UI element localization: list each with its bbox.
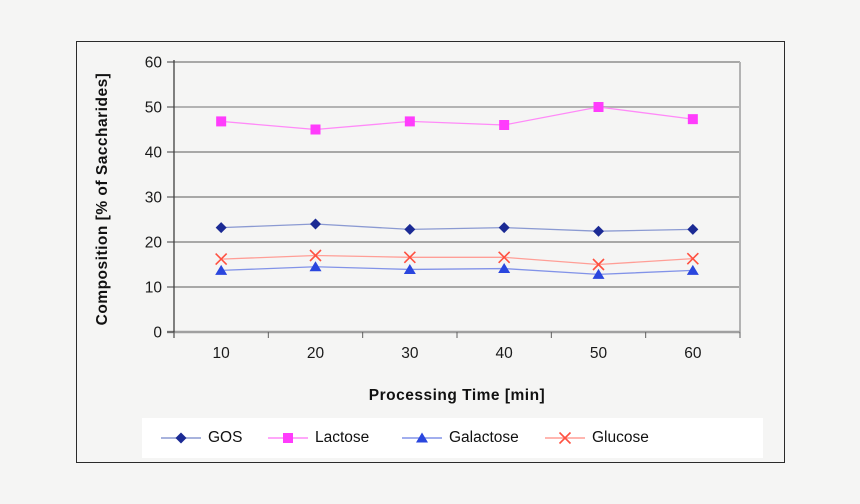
- x-marker: [686, 252, 699, 265]
- x-marker: [403, 251, 416, 264]
- legend-item-gos: GOS: [161, 418, 242, 458]
- square-marker: [216, 116, 227, 127]
- triangle-legend-icon: [402, 432, 442, 443]
- diamond-marker: [175, 432, 187, 444]
- y-tick-label: 20: [145, 235, 163, 252]
- x-marker: [215, 253, 228, 266]
- diamond-marker: [498, 222, 510, 234]
- y-tick-label: 50: [145, 100, 163, 117]
- square-marker: [310, 124, 321, 135]
- legend: GOS Lactose Galactose Glucose: [142, 418, 763, 458]
- legend-item-glucose: Glucose: [545, 418, 649, 458]
- legend-label: Lactose: [315, 429, 370, 446]
- triangle-marker: [686, 264, 699, 275]
- chart-frame: [76, 41, 785, 463]
- diamond-marker: [404, 223, 416, 235]
- series-line-gos: [221, 223, 693, 232]
- x-tick-label: 20: [307, 345, 325, 362]
- diamond-marker: [593, 225, 604, 237]
- x-marker: [558, 431, 572, 445]
- x-axis-title: Processing Time [min]: [368, 387, 546, 404]
- x-tick-label: 40: [496, 345, 514, 362]
- series-line-lactose: [221, 106, 693, 131]
- triangle-marker: [498, 263, 511, 274]
- legend-label: GOS: [208, 429, 243, 446]
- x-tick-label: 10: [213, 345, 231, 362]
- triangle-marker: [403, 263, 416, 274]
- square-legend-icon: [268, 433, 308, 443]
- y-tick-label: 60: [145, 55, 163, 72]
- x-tick-label: 30: [401, 345, 419, 362]
- triangle-marker: [309, 261, 322, 272]
- square-marker: [593, 102, 604, 112]
- square-marker: [499, 120, 510, 130]
- legend-label: Galactose: [449, 429, 519, 446]
- y-tick-label: 40: [145, 145, 163, 162]
- x-tick-label: 50: [590, 345, 608, 362]
- triangle-marker: [416, 432, 428, 443]
- legend-item-galactose: Galactose: [402, 418, 519, 458]
- y-tick-label: 0: [153, 325, 162, 342]
- triangle-marker: [215, 264, 228, 275]
- triangle-marker: [592, 268, 605, 279]
- y-axis-title: Composition [% of Saccharides]: [94, 72, 111, 326]
- x-marker: [498, 251, 511, 264]
- legend-item-lactose: Lactose: [268, 418, 369, 458]
- square-marker: [283, 433, 293, 443]
- diamond-marker: [215, 222, 227, 234]
- y-tick-label: 30: [145, 190, 163, 207]
- legend-label: Glucose: [592, 429, 649, 446]
- diamond-legend-icon: [161, 432, 201, 444]
- series-line-galactose: [221, 266, 693, 276]
- y-tick-label: 10: [145, 280, 163, 297]
- square-marker: [404, 116, 415, 127]
- x-legend-icon: [545, 431, 585, 445]
- diamond-marker: [687, 223, 699, 235]
- x-marker: [309, 249, 322, 262]
- series-line-glucose: [221, 254, 693, 266]
- x-tick-label: 60: [684, 345, 702, 362]
- diamond-marker: [310, 218, 321, 230]
- square-marker: [687, 114, 698, 125]
- x-marker: [592, 258, 605, 271]
